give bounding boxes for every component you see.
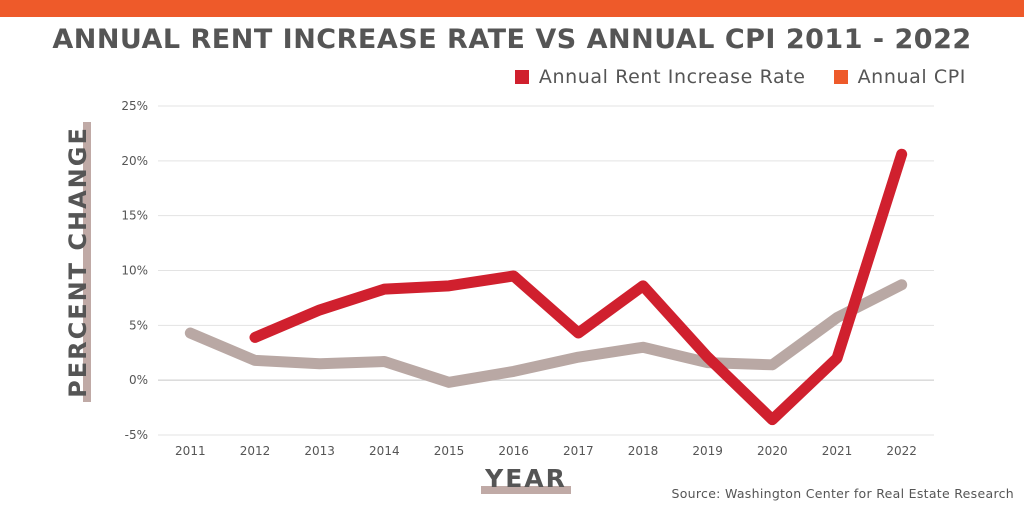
y-axis-label-wrap: PERCENT CHANGE (56, 122, 100, 402)
y-tick-label: 25% (121, 99, 148, 113)
source-note: Source: Washington Center for Real Estat… (671, 486, 1014, 501)
y-tick-label: 5% (129, 318, 148, 332)
legend-item-rent: Annual Rent Increase Rate (514, 66, 806, 88)
x-axis-label-underline (481, 486, 571, 494)
legend-swatch-cpi (833, 70, 848, 84)
x-tick-label: 2018 (628, 444, 659, 458)
legend-swatch-rent (514, 70, 529, 84)
legend-label-rent: Annual Rent Increase Rate (538, 66, 806, 88)
legend-label-cpi: Annual CPI (857, 66, 966, 88)
series-line-cpi (184, 279, 908, 388)
y-tick-label: 10% (121, 264, 148, 278)
x-tick-label: 2017 (563, 444, 594, 458)
x-tick-label: 2011 (175, 444, 206, 458)
x-axis-label: YEAR (485, 464, 567, 493)
x-tick-label: 2014 (369, 444, 400, 458)
y-tick-label: 15% (121, 209, 148, 223)
x-tick-label: 2012 (240, 444, 271, 458)
top-accent-bar (0, 0, 1024, 17)
x-tick-label: 2013 (304, 444, 335, 458)
y-tick-label: 20% (121, 154, 148, 168)
legend: Annual Rent Increase Rate Annual CPI (487, 66, 966, 88)
x-tick-label: 2019 (692, 444, 723, 458)
x-tick-label: 2020 (757, 444, 788, 458)
x-tick-label: 2022 (886, 444, 917, 458)
x-tick-label: 2015 (434, 444, 465, 458)
legend-item-cpi: Annual CPI (833, 66, 966, 88)
y-axis-label-underline (83, 122, 91, 402)
series-line-rent (249, 148, 908, 426)
x-tick-label: 2016 (498, 444, 529, 458)
x-tick-label: 2021 (822, 444, 853, 458)
y-tick-label: -5% (125, 428, 148, 442)
chart-title: ANNUAL RENT INCREASE RATE VS ANNUAL CPI … (52, 24, 972, 55)
y-tick-label: 0% (129, 373, 148, 387)
